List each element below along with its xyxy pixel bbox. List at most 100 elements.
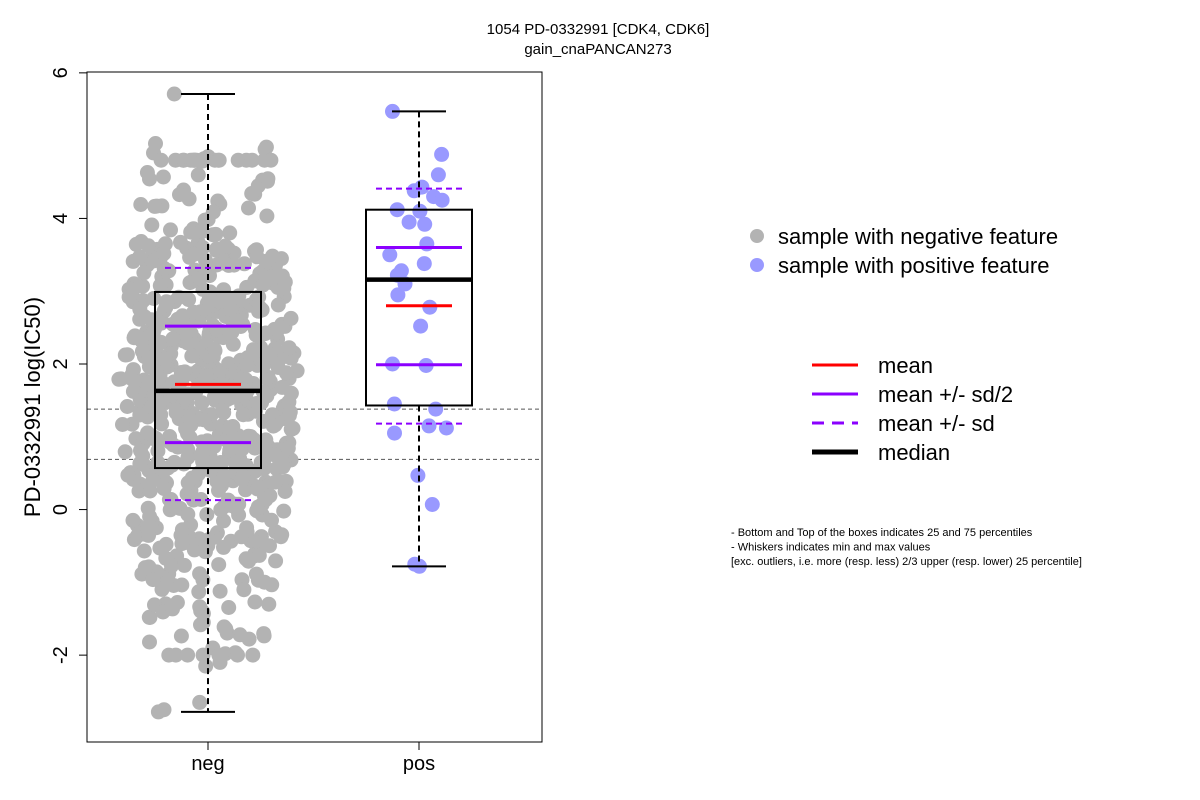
- neg-point: [239, 357, 255, 373]
- y-tick-label: -2: [50, 646, 72, 664]
- neg-point: [203, 463, 219, 479]
- neg-point: [276, 503, 292, 519]
- neg-point: [222, 442, 238, 458]
- neg-point: [132, 249, 147, 265]
- neg-point: [142, 610, 158, 625]
- legend-lines: mean mean +/- sd/2 mean +/- sd median: [812, 353, 1013, 465]
- neg-point: [199, 507, 215, 522]
- neg-point: [144, 217, 160, 233]
- neg-point: [132, 301, 148, 317]
- neg-point: [156, 481, 172, 497]
- neg-point: [144, 312, 159, 328]
- neg-point: [174, 536, 190, 552]
- y-axis-title: PD-0332991 log(IC50): [20, 297, 45, 517]
- neg-point: [158, 294, 174, 310]
- neg-point: [190, 167, 206, 183]
- neg-point: [197, 544, 213, 560]
- neg-point: [128, 236, 144, 252]
- neg-point: [176, 557, 192, 573]
- neg-point: [191, 465, 207, 481]
- neg-point: [140, 425, 155, 441]
- neg-point: [260, 171, 276, 187]
- neg-point: [258, 492, 274, 508]
- data-points: [111, 86, 454, 720]
- neg-point: [226, 257, 242, 273]
- neg-point: [236, 582, 252, 598]
- neg-point: [140, 238, 156, 254]
- neg-point: [141, 527, 156, 543]
- neg-point: [265, 248, 280, 264]
- neg-point: [136, 265, 152, 281]
- neg-point: [156, 702, 172, 718]
- neg-point: [221, 600, 237, 615]
- neg-point: [280, 440, 296, 456]
- neg-point: [177, 364, 193, 380]
- legend-line-label: median: [878, 440, 950, 465]
- neg-point: [168, 405, 184, 421]
- x-tick-label-pos: pos: [403, 753, 435, 775]
- legend-line-label: mean +/- sd: [878, 411, 995, 436]
- neg-point: [192, 599, 208, 615]
- neg-point: [177, 391, 193, 407]
- neg-point: [194, 395, 210, 411]
- x-axis: neg pos: [191, 741, 435, 775]
- neg-point: [276, 280, 292, 296]
- pos-point: [434, 146, 450, 162]
- neg-point: [255, 277, 271, 293]
- neg-point: [198, 252, 213, 268]
- neg-point: [282, 404, 298, 420]
- neg-point: [120, 467, 136, 483]
- neg-point: [211, 293, 227, 309]
- legend-point-label: sample with negative feature: [778, 224, 1058, 249]
- neg-point: [139, 165, 155, 180]
- neg-point: [259, 388, 275, 404]
- pos-point: [419, 236, 435, 252]
- neg-point: [193, 617, 208, 633]
- neg-point: [195, 647, 211, 663]
- neg-point: [283, 310, 299, 326]
- neg-point: [251, 547, 267, 563]
- neg-point: [132, 456, 148, 472]
- pos-point: [386, 396, 402, 412]
- legend-points: sample with negative feature sample with …: [750, 224, 1058, 278]
- legend-line-label: mean +/- sd/2: [878, 382, 1013, 407]
- neg-point: [211, 482, 226, 498]
- neg-point: [184, 348, 200, 364]
- box-iqr: [365, 208, 473, 407]
- neg-point: [249, 249, 265, 265]
- neg-point: [262, 538, 277, 554]
- neg-point: [277, 484, 293, 499]
- neg-point: [251, 289, 267, 305]
- neg-point: [248, 327, 264, 343]
- neg-point: [244, 152, 260, 168]
- neg-point: [192, 271, 208, 287]
- neg-point: [136, 543, 152, 559]
- box-iqr: [154, 290, 262, 470]
- reference-lines: [87, 408, 542, 460]
- pos-point: [434, 192, 450, 208]
- pos-point: [417, 216, 433, 232]
- neg-point: [126, 373, 142, 389]
- neg-point: [155, 169, 171, 185]
- neg-point: [216, 539, 231, 555]
- boxes: [154, 92, 473, 713]
- neg-point: [142, 509, 158, 525]
- neg-point: [180, 335, 196, 351]
- neg-point: [233, 529, 249, 545]
- neg-point: [274, 379, 290, 395]
- x-tick-label-neg: neg: [191, 753, 224, 775]
- neg-point: [195, 443, 211, 459]
- neg-point: [216, 405, 232, 421]
- neg-point: [275, 459, 291, 475]
- neg-point: [181, 191, 197, 207]
- neg-point: [211, 647, 227, 663]
- neg-point: [248, 566, 264, 582]
- neg-point: [259, 345, 275, 361]
- neg-point: [157, 351, 173, 367]
- neg-point: [119, 347, 135, 363]
- neg-point: [208, 226, 224, 242]
- pos-point: [413, 318, 429, 334]
- neg-point: [152, 278, 168, 294]
- y-tick-label: 0: [50, 504, 72, 515]
